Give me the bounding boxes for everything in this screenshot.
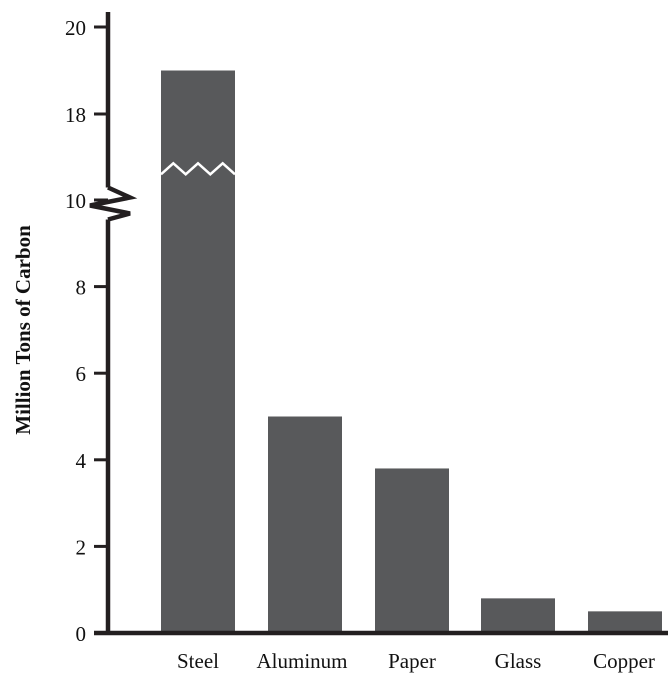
x-category-label-aluminum: Aluminum — [256, 649, 347, 673]
bars-group — [160, 70, 662, 633]
y-tick-label-6: 6 — [76, 362, 87, 386]
bar-glass — [481, 598, 555, 633]
bar-aluminum — [268, 416, 342, 633]
bar-break-mark — [160, 161, 236, 177]
x-category-label-steel: Steel — [177, 649, 219, 673]
y-tick-label-18: 18 — [65, 103, 86, 127]
y-tick-label-2: 2 — [76, 535, 87, 559]
y-tick-label-20: 20 — [65, 16, 86, 40]
x-category-label-paper: Paper — [388, 649, 436, 673]
x-category-label-copper: Copper — [593, 649, 655, 673]
x-category-label-glass: Glass — [495, 649, 542, 673]
x-category-labels: Steel Aluminum Paper Glass Copper — [177, 649, 655, 673]
y-axis-break — [89, 185, 138, 222]
y-ticks-group: 0 2 4 6 8 10 18 20 — [65, 16, 108, 646]
axes-group — [89, 12, 668, 636]
y-tick-label-0: 0 — [76, 622, 87, 646]
y-tick-label-4: 4 — [76, 449, 87, 473]
y-tick-label-10: 10 — [65, 189, 86, 213]
bar-paper — [375, 468, 449, 633]
y-tick-label-8: 8 — [76, 276, 87, 300]
y-axis-title: Million Tons of Carbon — [11, 225, 35, 435]
bar-steel — [161, 70, 235, 633]
bar-copper — [588, 611, 662, 633]
